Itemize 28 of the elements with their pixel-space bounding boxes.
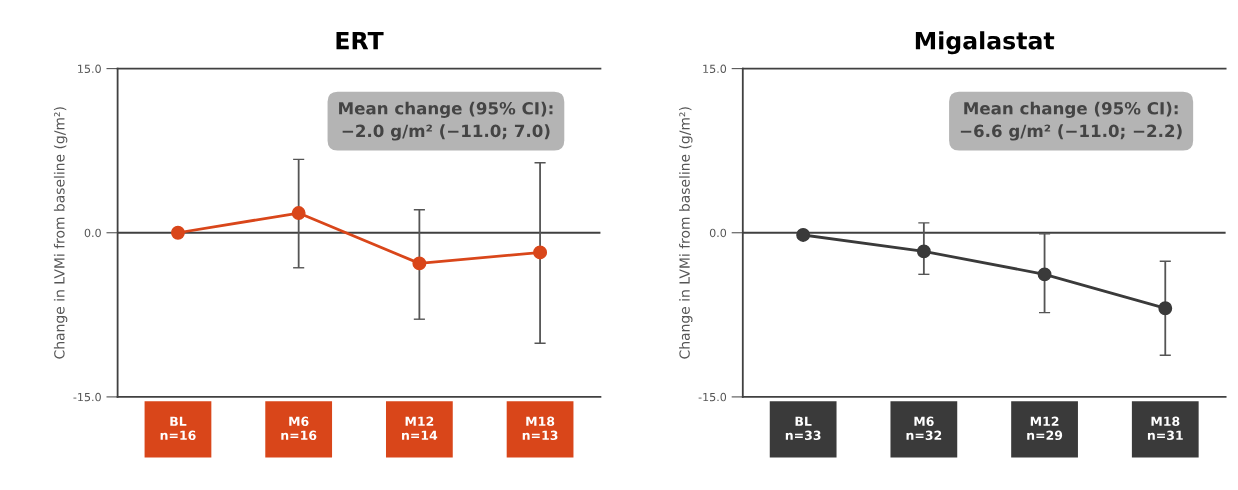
x-tick-label: BL n=16: [160, 416, 196, 441]
point: [796, 227, 811, 242]
x-tick-label: M12 n=14: [402, 416, 438, 440]
y-tick-label: 0.0: [84, 228, 101, 238]
x-tick-label: M12 n=29: [1027, 416, 1063, 441]
y-tick-label: 15.0: [703, 64, 727, 73]
y-axis-title: Change in LVMi from baseline (g/m²): [679, 107, 693, 359]
chart-title: Migalastat: [915, 31, 1055, 55]
x-tick-label: BL n=33: [785, 416, 821, 441]
y-tick-label: 0.0: [709, 228, 727, 238]
annotation: Mean change (95% CI): −2.0 g/m² (−11.0; 7.0): [339, 101, 553, 141]
point: [533, 245, 548, 260]
x-tick-label: M18 n=31: [1147, 416, 1183, 441]
x-tick-label: M6 n=32: [906, 416, 942, 441]
point: [916, 244, 931, 259]
y-tick-label: 15.0: [78, 64, 101, 73]
point: [1037, 267, 1052, 282]
x-tick-label: M18 n=13: [522, 416, 558, 441]
point: [1158, 301, 1173, 316]
chart-title: ERT: [336, 31, 384, 50]
y-tick-label: -15.0: [698, 392, 727, 402]
y-tick-label: -15.0: [73, 392, 101, 402]
annotation: Mean change (95% CI): −6.6 g/m² (−11.0; −2.2): [960, 101, 1182, 141]
point: [412, 256, 427, 271]
y-axis-title: Change in LVMi from baseline (g/m²): [53, 107, 68, 359]
point: [171, 225, 185, 240]
x-tick-label: M6 n=16: [281, 416, 317, 441]
point: [291, 206, 306, 220]
